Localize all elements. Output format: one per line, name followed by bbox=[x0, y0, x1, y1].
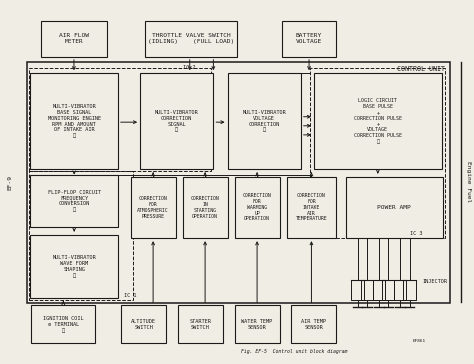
Text: CORRECTION
FOR
WARMING
UP
OPERATION: CORRECTION FOR WARMING UP OPERATION bbox=[243, 193, 272, 221]
Text: EF-9: EF-9 bbox=[8, 174, 13, 190]
Bar bbox=[145, 21, 237, 57]
Bar bbox=[178, 305, 223, 343]
Text: CORRECTION
IN
STARTING
OPERATION: CORRECTION IN STARTING OPERATION bbox=[191, 196, 219, 219]
Bar bbox=[282, 21, 336, 57]
Bar bbox=[29, 68, 211, 171]
Bar bbox=[228, 73, 301, 169]
Text: IC 3: IC 3 bbox=[410, 232, 422, 236]
Bar bbox=[121, 305, 166, 343]
Bar bbox=[287, 177, 336, 238]
Text: BATTERY
VOLTAGE: BATTERY VOLTAGE bbox=[296, 33, 322, 44]
Text: INJECTOR: INJECTOR bbox=[422, 279, 447, 284]
Text: MULTI-VIBRATOR
WAVE FORM
SHAPING
②: MULTI-VIBRATOR WAVE FORM SHAPING ② bbox=[52, 255, 96, 277]
Text: WATER TEMP
SENSOR: WATER TEMP SENSOR bbox=[241, 319, 273, 330]
Text: AIR FLOW
METER: AIR FLOW METER bbox=[59, 33, 89, 44]
Text: LOGIC CIRCUIT
BASE PULSE
+
CORRECTION PULSE
+
VOLTAGE
CORRECTION PULSE
⑦: LOGIC CIRCUIT BASE PULSE + CORRECTION PU… bbox=[354, 99, 402, 144]
Text: THROTTLE VALVE SWITCH
(IDLING)    (FULL LOAD): THROTTLE VALVE SWITCH (IDLING) (FULL LOA… bbox=[148, 33, 234, 44]
Bar bbox=[346, 177, 443, 238]
Bar bbox=[235, 177, 280, 238]
Bar bbox=[30, 175, 118, 228]
Bar bbox=[27, 62, 450, 304]
Text: Engine Fuel: Engine Fuel bbox=[466, 161, 471, 203]
Text: ALTITUDE
SWITCH: ALTITUDE SWITCH bbox=[131, 319, 156, 330]
Text: FLIP-FLOP CIRCUIT
FREQUENCY
CONVERSION
③: FLIP-FLOP CIRCUIT FREQUENCY CONVERSION ③ bbox=[47, 190, 101, 212]
Text: STARTER
SWITCH: STARTER SWITCH bbox=[190, 319, 211, 330]
Text: CORRECTION
FOR
ATMOSPHERIC
PRESSURE: CORRECTION FOR ATMOSPHERIC PRESSURE bbox=[137, 196, 169, 219]
Text: POWER AMP: POWER AMP bbox=[377, 205, 411, 210]
Text: IGNITION COIL
⊖ TERMINAL
①: IGNITION COIL ⊖ TERMINAL ① bbox=[43, 316, 83, 333]
Bar bbox=[235, 305, 280, 343]
Bar bbox=[314, 73, 442, 169]
Text: MULTI-VIBRATOR
BASE SIGNAL
MONITORING ENGINE
RPM AND AMOUNT
OF INTAKE AIR
④: MULTI-VIBRATOR BASE SIGNAL MONITORING EN… bbox=[47, 104, 101, 138]
Text: Fig. EF-5  Control unit block diagram: Fig. EF-5 Control unit block diagram bbox=[240, 349, 347, 354]
Bar bbox=[292, 305, 336, 343]
Bar bbox=[140, 73, 213, 169]
Text: MULTI-VIBRATOR
CORRECTION
SIGNAL
⑤: MULTI-VIBRATOR CORRECTION SIGNAL ⑤ bbox=[155, 110, 199, 132]
Bar bbox=[182, 177, 228, 238]
Text: IC 1: IC 1 bbox=[124, 293, 136, 298]
Bar bbox=[29, 171, 133, 300]
Text: EF861: EF861 bbox=[413, 339, 426, 343]
Text: CONTROL UNIT: CONTROL UNIT bbox=[397, 66, 445, 72]
Text: AIR TEMP
SENSOR: AIR TEMP SENSOR bbox=[301, 319, 326, 330]
Text: MULTI-VIBRATOR
VOLTAGE
CORRECTION
⑥: MULTI-VIBRATOR VOLTAGE CORRECTION ⑥ bbox=[242, 110, 286, 132]
Bar bbox=[41, 21, 107, 57]
Text: CORRECTION
FOR
INTAKE
AIR
TEMPERATURE: CORRECTION FOR INTAKE AIR TEMPERATURE bbox=[296, 193, 327, 221]
Text: IC 2: IC 2 bbox=[182, 64, 195, 70]
Bar bbox=[131, 177, 175, 238]
Bar bbox=[31, 305, 95, 343]
Bar bbox=[30, 234, 118, 298]
Bar bbox=[30, 73, 118, 169]
Bar bbox=[310, 68, 445, 238]
